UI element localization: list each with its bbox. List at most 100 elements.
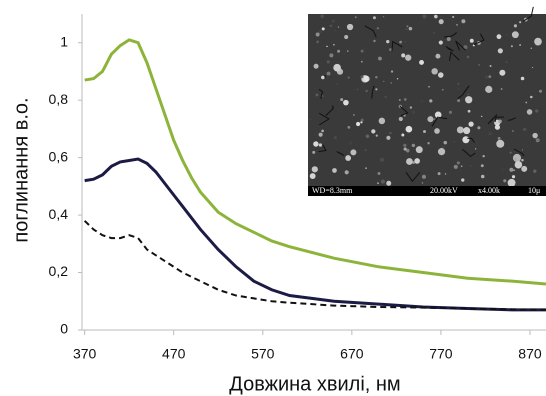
inset-grain (468, 110, 471, 113)
inset-grain (447, 37, 451, 41)
inset-grain (498, 48, 503, 53)
inset-grain (525, 102, 527, 104)
inset-grain (481, 116, 483, 118)
inset-grain (410, 106, 412, 108)
y-tick-label: 0,6 (49, 148, 69, 164)
inset-grain (463, 127, 470, 134)
inset-grain (377, 182, 378, 183)
inset-grain (313, 141, 318, 146)
inset-grain (470, 39, 474, 43)
inset-grain (312, 166, 318, 172)
inset-grain (478, 64, 480, 66)
inset-grain (532, 67, 533, 68)
inset-grain (347, 24, 353, 30)
inset-grain (539, 90, 542, 93)
inset-grain (531, 47, 533, 49)
inset-grain (386, 181, 391, 186)
inset-grain (412, 144, 415, 147)
inset-grain (534, 38, 542, 46)
inset-grain (490, 65, 492, 67)
y-tick-label: 0,8 (49, 91, 69, 107)
inset-grain (449, 111, 452, 114)
inset-grain (461, 19, 465, 23)
inset-grain (439, 41, 443, 45)
inset-grain (404, 41, 405, 42)
y-tick-label: 0,4 (49, 206, 69, 222)
inset-grain (462, 136, 469, 143)
inset-grain (329, 53, 333, 57)
inset-grain (365, 167, 367, 169)
inset-grain (525, 64, 527, 66)
inset-grain (521, 166, 527, 172)
inset-grain (468, 122, 473, 127)
inset-grain (378, 57, 382, 61)
inset-grain (530, 96, 533, 99)
inset-grain (389, 132, 391, 134)
inset-grain (406, 126, 413, 133)
inset-grain (485, 86, 492, 93)
y-tick-label: 1 (60, 33, 68, 49)
inset-grain (421, 101, 422, 102)
y-tick-label: 0,2 (49, 263, 69, 279)
inset-crack (325, 75, 326, 77)
series-line (85, 221, 546, 310)
inset-grain (533, 169, 536, 172)
inset-grain (521, 77, 525, 81)
inset-grain (443, 141, 447, 145)
inset-grain (506, 61, 508, 63)
inset-grain (320, 14, 324, 18)
inset-grain (356, 122, 360, 126)
inset-grain (428, 86, 430, 88)
inset-grain (457, 127, 464, 134)
inset-grain (523, 128, 526, 131)
inset-grain (376, 135, 378, 137)
x-tick-label: 870 (518, 346, 542, 362)
inset-grain (409, 27, 413, 31)
inset-grain (327, 72, 331, 76)
inset-grain (338, 26, 339, 27)
inset-grain (319, 30, 322, 33)
inset-grain (350, 149, 356, 155)
inset-grain (405, 55, 411, 61)
inset-grain (461, 178, 464, 181)
inset-grain (521, 159, 524, 162)
inset-grain (501, 88, 503, 90)
inset-grain (506, 34, 508, 36)
inset-grain (337, 50, 340, 53)
inset-text: 20.00kV (430, 186, 458, 195)
inset-text: 10μ (528, 186, 540, 195)
inset-grain (377, 27, 379, 29)
inset-grain (380, 158, 384, 162)
inset-grain (429, 99, 432, 102)
inset-grain (312, 151, 315, 154)
inset-grain (439, 19, 444, 24)
inset-grain (366, 135, 369, 138)
inset-grain (316, 41, 319, 44)
inset-grain (481, 175, 485, 179)
inset-grain (349, 141, 352, 144)
inset-grain (427, 116, 433, 122)
inset-grain (381, 179, 385, 183)
inset-grain (316, 93, 319, 96)
inset-grain (457, 99, 460, 102)
inset-grain (481, 164, 484, 167)
x-axis-label: Довжина хвилі, нм (229, 373, 400, 395)
inset-grain (433, 32, 434, 33)
inset-grain (422, 175, 426, 179)
inset-grain (488, 75, 491, 78)
inset-grain (535, 109, 538, 112)
inset-grain (373, 16, 376, 19)
inset-grain (514, 24, 517, 27)
inset-grain (456, 24, 458, 26)
inset-grain (321, 130, 324, 133)
inset-grain (373, 40, 375, 42)
inset-grain (454, 141, 455, 142)
inset-grain (337, 69, 343, 75)
inset-grain (458, 88, 460, 90)
inset-grain (309, 119, 311, 121)
y-axis-label: поглинання в.о. (10, 97, 32, 242)
inset-grain (327, 60, 330, 63)
inset-grain (497, 34, 502, 39)
inset-grain (438, 172, 441, 175)
inset-grain (385, 96, 387, 98)
